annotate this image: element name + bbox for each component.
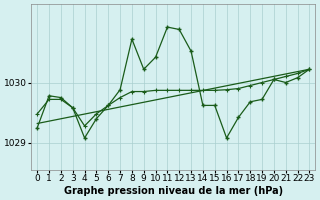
X-axis label: Graphe pression niveau de la mer (hPa): Graphe pression niveau de la mer (hPa) (64, 186, 283, 196)
